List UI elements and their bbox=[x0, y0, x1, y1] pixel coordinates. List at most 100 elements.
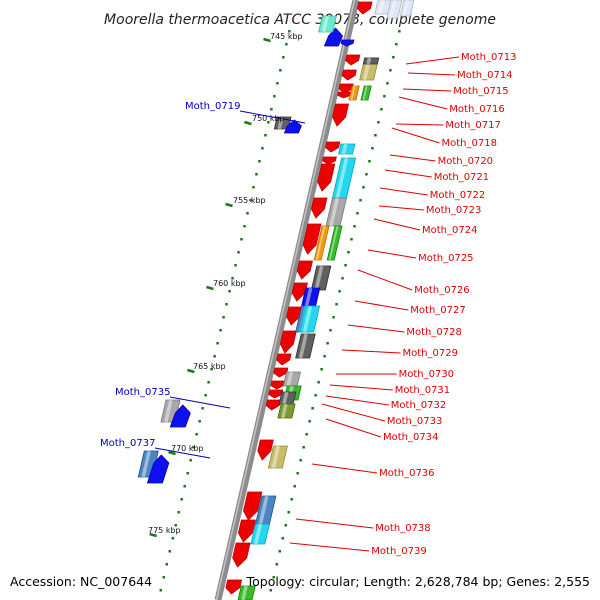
feature-highlight bbox=[304, 287, 313, 309]
forward-gene-arrow bbox=[265, 399, 282, 411]
guide-dot bbox=[365, 173, 368, 176]
feature-box bbox=[267, 445, 288, 469]
guide-dot bbox=[159, 589, 163, 592]
forward-gene-arrow bbox=[268, 389, 284, 399]
guide-dot bbox=[210, 368, 213, 371]
guide-dot bbox=[383, 95, 386, 98]
scale-label: 750 kbp bbox=[252, 114, 285, 123]
gene-label: Moth_0732 bbox=[391, 400, 446, 411]
label-leader bbox=[405, 56, 460, 65]
forward-gene-arrow bbox=[341, 69, 357, 81]
reverse-gene-arrow bbox=[169, 404, 191, 428]
gene-label: Moth_0718 bbox=[442, 138, 497, 149]
feature-highlight bbox=[335, 157, 349, 201]
guide-dot bbox=[288, 30, 291, 33]
label-leader bbox=[357, 269, 413, 291]
gene-label: Moth_0719 bbox=[185, 101, 240, 112]
label-leader bbox=[398, 96, 448, 110]
guide-dot bbox=[272, 576, 276, 579]
feature-highlight bbox=[258, 495, 269, 527]
guide-dot bbox=[237, 251, 240, 254]
guide-dot bbox=[180, 498, 183, 501]
scale-label: 760 kbp bbox=[213, 279, 246, 288]
gene-label: Moth_0725 bbox=[418, 253, 473, 264]
feature-highlight bbox=[298, 333, 308, 359]
forward-gene-arrow bbox=[286, 306, 303, 326]
guide-dot bbox=[282, 56, 285, 59]
guide-dot bbox=[264, 134, 267, 137]
guide-dot bbox=[326, 342, 329, 345]
scale-label: 770 kbp bbox=[171, 444, 204, 453]
feature-highlight bbox=[241, 585, 248, 600]
feature-box bbox=[313, 225, 330, 261]
feature-highlight bbox=[315, 225, 326, 261]
feature-highlight bbox=[366, 57, 372, 65]
gene-label: Moth_0717 bbox=[445, 120, 500, 131]
gene-label: Moth_0730 bbox=[399, 369, 454, 380]
guide-dot bbox=[338, 290, 341, 293]
guide-dot bbox=[353, 225, 356, 228]
gene-label: Moth_0720 bbox=[438, 156, 493, 167]
guide-dot bbox=[240, 238, 243, 241]
guide-dot bbox=[341, 277, 344, 280]
guide-dot bbox=[392, 56, 395, 59]
feature-highlight bbox=[362, 85, 368, 101]
guide-dot bbox=[285, 43, 288, 46]
guide-dot bbox=[162, 576, 166, 579]
feature-box bbox=[326, 225, 343, 261]
forward-gene-arrow bbox=[237, 519, 256, 543]
forward-gene-arrow bbox=[291, 282, 308, 302]
feature-highlight bbox=[321, 15, 329, 33]
guide-dot bbox=[317, 381, 320, 384]
guide-dot bbox=[368, 160, 371, 163]
guide-dot bbox=[293, 485, 296, 488]
gene-label: Moth_0714 bbox=[457, 70, 512, 81]
guide-dot bbox=[275, 563, 279, 566]
gene-label: Moth_0721 bbox=[434, 172, 489, 183]
guide-dot bbox=[314, 394, 317, 397]
gene-label: Moth_0731 bbox=[395, 385, 450, 396]
guide-dot bbox=[332, 316, 335, 319]
guide-dot bbox=[344, 264, 347, 267]
scale-tick bbox=[149, 532, 157, 538]
feature-box bbox=[295, 333, 316, 359]
guide-dot bbox=[186, 472, 189, 475]
map-title: Moorella thermoacetica ATCC 39073, compl… bbox=[104, 12, 496, 28]
label-leader bbox=[347, 324, 405, 333]
label-leader bbox=[384, 169, 432, 178]
gene-label: Moth_0724 bbox=[422, 225, 477, 236]
label-leader bbox=[367, 249, 417, 259]
guide-dot bbox=[371, 147, 374, 150]
forward-gene-arrow bbox=[276, 353, 292, 366]
gene-label: Moth_0737 bbox=[100, 438, 155, 449]
gene-label: Moth_0727 bbox=[410, 305, 465, 316]
reverse-gene-arrow bbox=[283, 119, 302, 134]
guide-dot bbox=[183, 485, 186, 488]
scale-tick bbox=[206, 285, 214, 291]
feature-box bbox=[338, 143, 356, 155]
scale-tick bbox=[244, 120, 252, 126]
feature-highlight bbox=[254, 523, 263, 545]
feature-highlight bbox=[271, 445, 281, 469]
feature-highlight bbox=[350, 85, 356, 101]
guide-dot bbox=[374, 134, 377, 137]
guide-dot bbox=[246, 212, 249, 215]
forward-gene-arrow bbox=[357, 1, 373, 15]
feature-highlight bbox=[314, 265, 324, 291]
feature-box bbox=[386, 0, 403, 19]
feature-box bbox=[318, 15, 337, 33]
gene-label: Moth_0726 bbox=[414, 285, 469, 296]
guide-dot bbox=[216, 342, 219, 345]
guide-dot bbox=[189, 459, 192, 462]
feature-box bbox=[399, 0, 415, 17]
feature-box bbox=[277, 403, 296, 419]
guide-dot bbox=[177, 511, 180, 514]
gene-label: Moth_0736 bbox=[379, 468, 434, 479]
guide-dot bbox=[225, 303, 228, 306]
feature-box bbox=[237, 585, 256, 600]
feature-highlight bbox=[286, 371, 294, 387]
label-leader bbox=[311, 463, 378, 474]
forward-gene-arrow bbox=[273, 367, 289, 378]
forward-gene-arrow bbox=[345, 54, 361, 66]
scale-label: 755 kbp bbox=[233, 196, 266, 205]
